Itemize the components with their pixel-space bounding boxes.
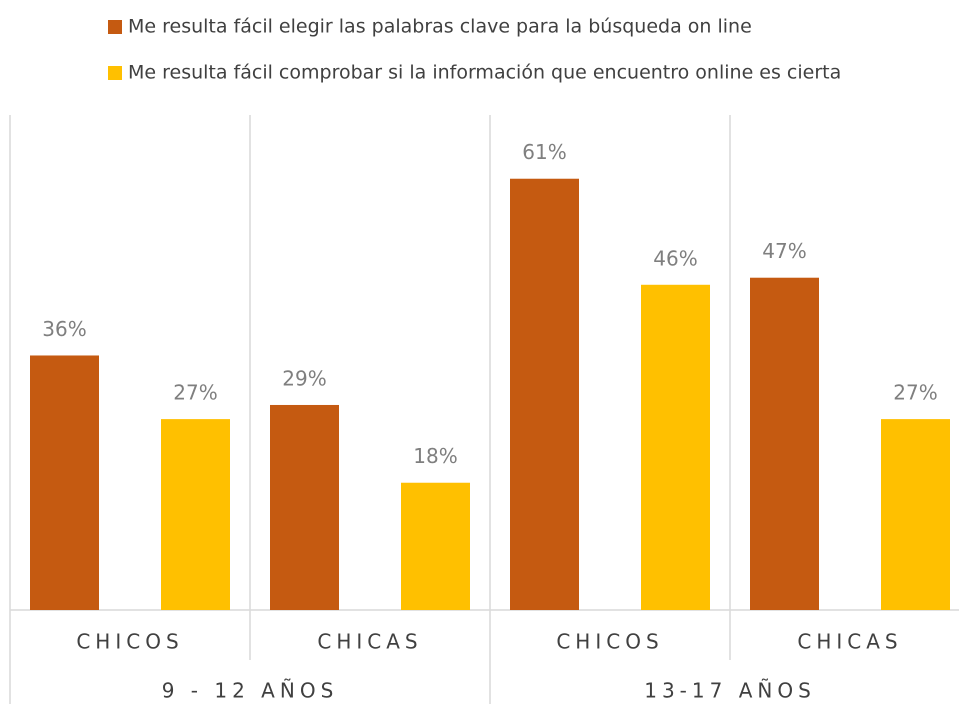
data-label: 36% [42, 317, 86, 341]
x-tick-label: CHICAS [797, 630, 902, 654]
data-label: 18% [413, 444, 457, 468]
bar [750, 277, 819, 610]
x-tick-label: CHICAS [317, 630, 422, 654]
data-label: 27% [893, 381, 937, 405]
x-tick-label: CHICOS [76, 630, 183, 654]
data-label: 46% [653, 246, 697, 270]
bar [401, 482, 470, 610]
bar [510, 178, 579, 611]
data-label: 27% [173, 381, 217, 405]
data-label: 29% [282, 366, 326, 390]
data-label: 61% [522, 140, 566, 164]
data-label: 47% [762, 239, 806, 263]
legend-swatch [108, 66, 122, 80]
bar [641, 284, 710, 610]
bar [161, 419, 230, 610]
group-label: 13-17 AÑOS [644, 679, 816, 703]
x-tick-label: CHICOS [556, 630, 663, 654]
group-label: 9 - 12 AÑOS [162, 679, 339, 703]
bar [270, 404, 339, 610]
legend-swatch [108, 20, 122, 34]
bar [30, 355, 99, 610]
bar [881, 419, 950, 610]
legend-label: Me resulta fácil comprobar si la informa… [128, 62, 841, 84]
legend-label: Me resulta fácil elegir las palabras cla… [128, 16, 752, 38]
